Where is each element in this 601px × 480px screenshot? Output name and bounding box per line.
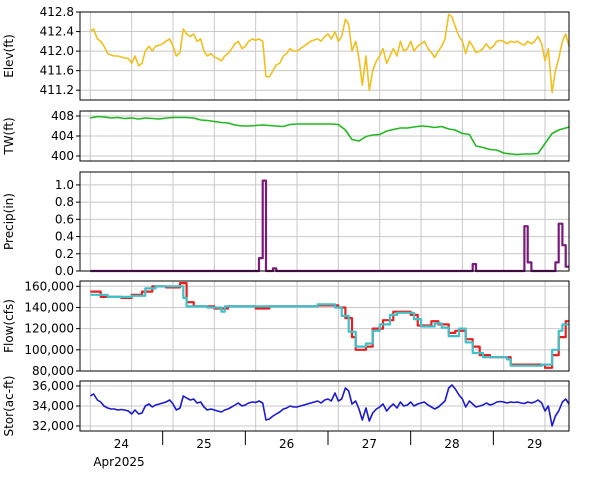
y-tick-label: 1.0 xyxy=(55,178,74,192)
x-tick-label: 26 xyxy=(279,437,294,451)
y-tick-label: 0.2 xyxy=(55,247,74,261)
y-tick-label: 32,000 xyxy=(32,419,74,433)
y-axis-title: Stor(ac-ft) xyxy=(2,376,16,437)
y-tick-label: 0.6 xyxy=(55,212,74,226)
y-tick-label: 400 xyxy=(51,149,74,163)
x-tick-label: 28 xyxy=(444,437,459,451)
y-axis-title: Precip(in) xyxy=(2,193,16,250)
y-tick-label: 80,000 xyxy=(32,364,74,378)
panel-frame xyxy=(79,110,570,162)
x-axis-month-label: Apr2025 xyxy=(93,455,144,469)
panel-elev: 411.2 411.6 412.0 412.4 412.8 Elev(ft) xyxy=(2,5,570,101)
panel-frame xyxy=(79,11,570,101)
y-tick-label: 0.4 xyxy=(55,230,74,244)
y-tick-label: 412.4 xyxy=(40,25,74,39)
panel-flow: 80,000 100,000 120,000 140,000 160,000 Flow(c… xyxy=(2,279,570,378)
y-tick-label: 411.6 xyxy=(40,64,74,78)
series-line-flow-1 xyxy=(90,282,569,369)
y-tick-label: 140,000 xyxy=(24,300,74,314)
y-axis-title: Elev(ft) xyxy=(2,34,16,77)
x-tick-label: 24 xyxy=(114,437,129,451)
y-tick-label: 404 xyxy=(51,129,74,143)
panel-precip: 0.0 0.2 0.4 0.6 0.8 1.0 Precip(in) xyxy=(2,171,570,278)
y-tick-label: 408 xyxy=(51,109,74,123)
x-tick-label: 25 xyxy=(196,437,211,451)
series-line-flow-2 xyxy=(90,285,569,367)
y-tick-label: 412.8 xyxy=(40,5,74,19)
x-axis: 24252627282930Apr2025 xyxy=(93,431,542,469)
panel-frame xyxy=(79,380,570,432)
series-line-elev-1 xyxy=(89,13,570,94)
y-tick-label: 100,000 xyxy=(24,343,74,357)
y-axis-title: Flow(cfs) xyxy=(2,299,16,353)
y-tick-label: 120,000 xyxy=(24,322,74,336)
panel-frame xyxy=(79,280,570,372)
series-line-tw-1 xyxy=(90,115,570,156)
x-tick-label: 29 xyxy=(527,437,542,451)
y-tick-label: 36,000 xyxy=(32,379,74,393)
y-tick-label: 411.2 xyxy=(40,83,74,97)
y-tick-label: 0.0 xyxy=(55,264,74,278)
x-tick-label: 27 xyxy=(362,437,377,451)
y-axis-title: TW(ft) xyxy=(2,117,16,155)
panel-frame xyxy=(79,171,570,272)
y-tick-label: 412.0 xyxy=(40,44,74,58)
series-line-precip-1 xyxy=(90,179,569,273)
y-tick-label: 34,000 xyxy=(32,399,74,413)
y-tick-label: 0.8 xyxy=(55,195,74,209)
series-line-stor-1 xyxy=(89,384,570,427)
panel-tw: 400 404 408 TW(ft) xyxy=(2,109,570,163)
y-tick-label: 160,000 xyxy=(24,279,74,293)
panel-stor: 32,000 34,000 36,000 Stor(ac-ft) xyxy=(2,376,570,437)
